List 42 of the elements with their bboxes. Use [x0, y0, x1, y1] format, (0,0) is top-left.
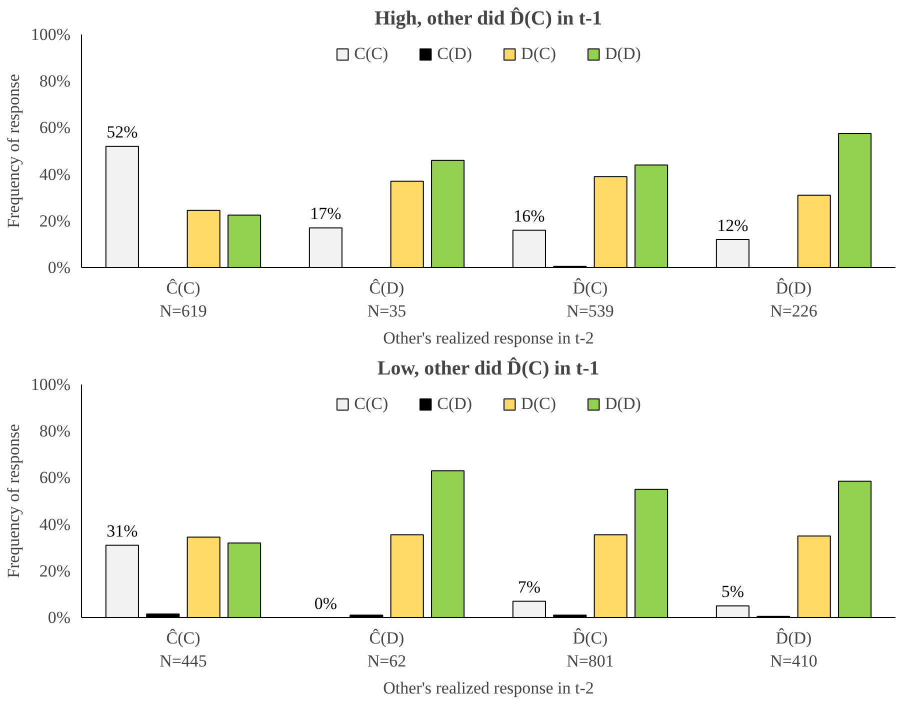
legend-label: D(C) [521, 44, 556, 64]
y-axis-title: Frequency of response [4, 74, 23, 228]
data-label: 7% [518, 578, 541, 597]
y-tick-label: 100% [30, 25, 71, 44]
legend-label: C(C) [354, 394, 388, 414]
y-tick-label: 0% [48, 608, 71, 627]
x-tick-label: Ĉ(D) N=35 [367, 278, 406, 320]
y-tick-label: 40% [39, 164, 71, 184]
legend-label: D(C) [521, 394, 556, 414]
chart-title: Low, other did D̂(C) in t-1 [377, 356, 600, 380]
legend-label: C(D) [437, 44, 472, 64]
x-tick-label: D̂(D) N=226 [770, 278, 818, 320]
chart-title: High, other did D̂(C) in t-1 [374, 6, 602, 30]
legend-label: C(D) [437, 394, 472, 414]
legend-label: D(D) [605, 394, 641, 414]
x-tick-label: D̂(C) N=539 [566, 278, 614, 320]
x-tick-label: Ĉ(C) N=445 [160, 628, 207, 670]
data-label: 0% [314, 594, 338, 613]
y-tick-label: 100% [30, 375, 71, 394]
x-tick-label: Ĉ(D) N=62 [367, 628, 406, 670]
y-tick-label: 0% [48, 258, 71, 277]
x-tick-label: D̂(C) N=801 [566, 628, 614, 670]
data-label: 31% [106, 522, 138, 541]
data-label: 5% [721, 582, 744, 602]
y-tick-label: 40% [39, 514, 71, 534]
y-tick-label: 80% [39, 422, 71, 441]
y-tick-label: 20% [39, 211, 71, 230]
y-tick-label: 80% [39, 72, 71, 91]
x-axis-title: Other's realized response in t-2 [383, 328, 594, 348]
data-label: 12% [717, 216, 748, 235]
legend-label: C(C) [354, 44, 388, 64]
y-tick-label: 20% [39, 561, 71, 580]
y-axis-title: Frequency of response [4, 424, 23, 578]
x-tick-label: Ĉ(C) N=619 [160, 278, 207, 320]
y-tick-label: 60% [39, 118, 71, 138]
data-label: 17% [310, 204, 342, 224]
y-tick-label: 60% [39, 468, 71, 488]
x-tick-label: D̂(D) N=410 [770, 628, 818, 670]
data-label: 16% [514, 206, 545, 226]
data-label: 52% [106, 122, 138, 142]
legend-label: D(D) [605, 44, 641, 64]
x-axis-title: Other's realized response in t-2 [383, 678, 594, 698]
